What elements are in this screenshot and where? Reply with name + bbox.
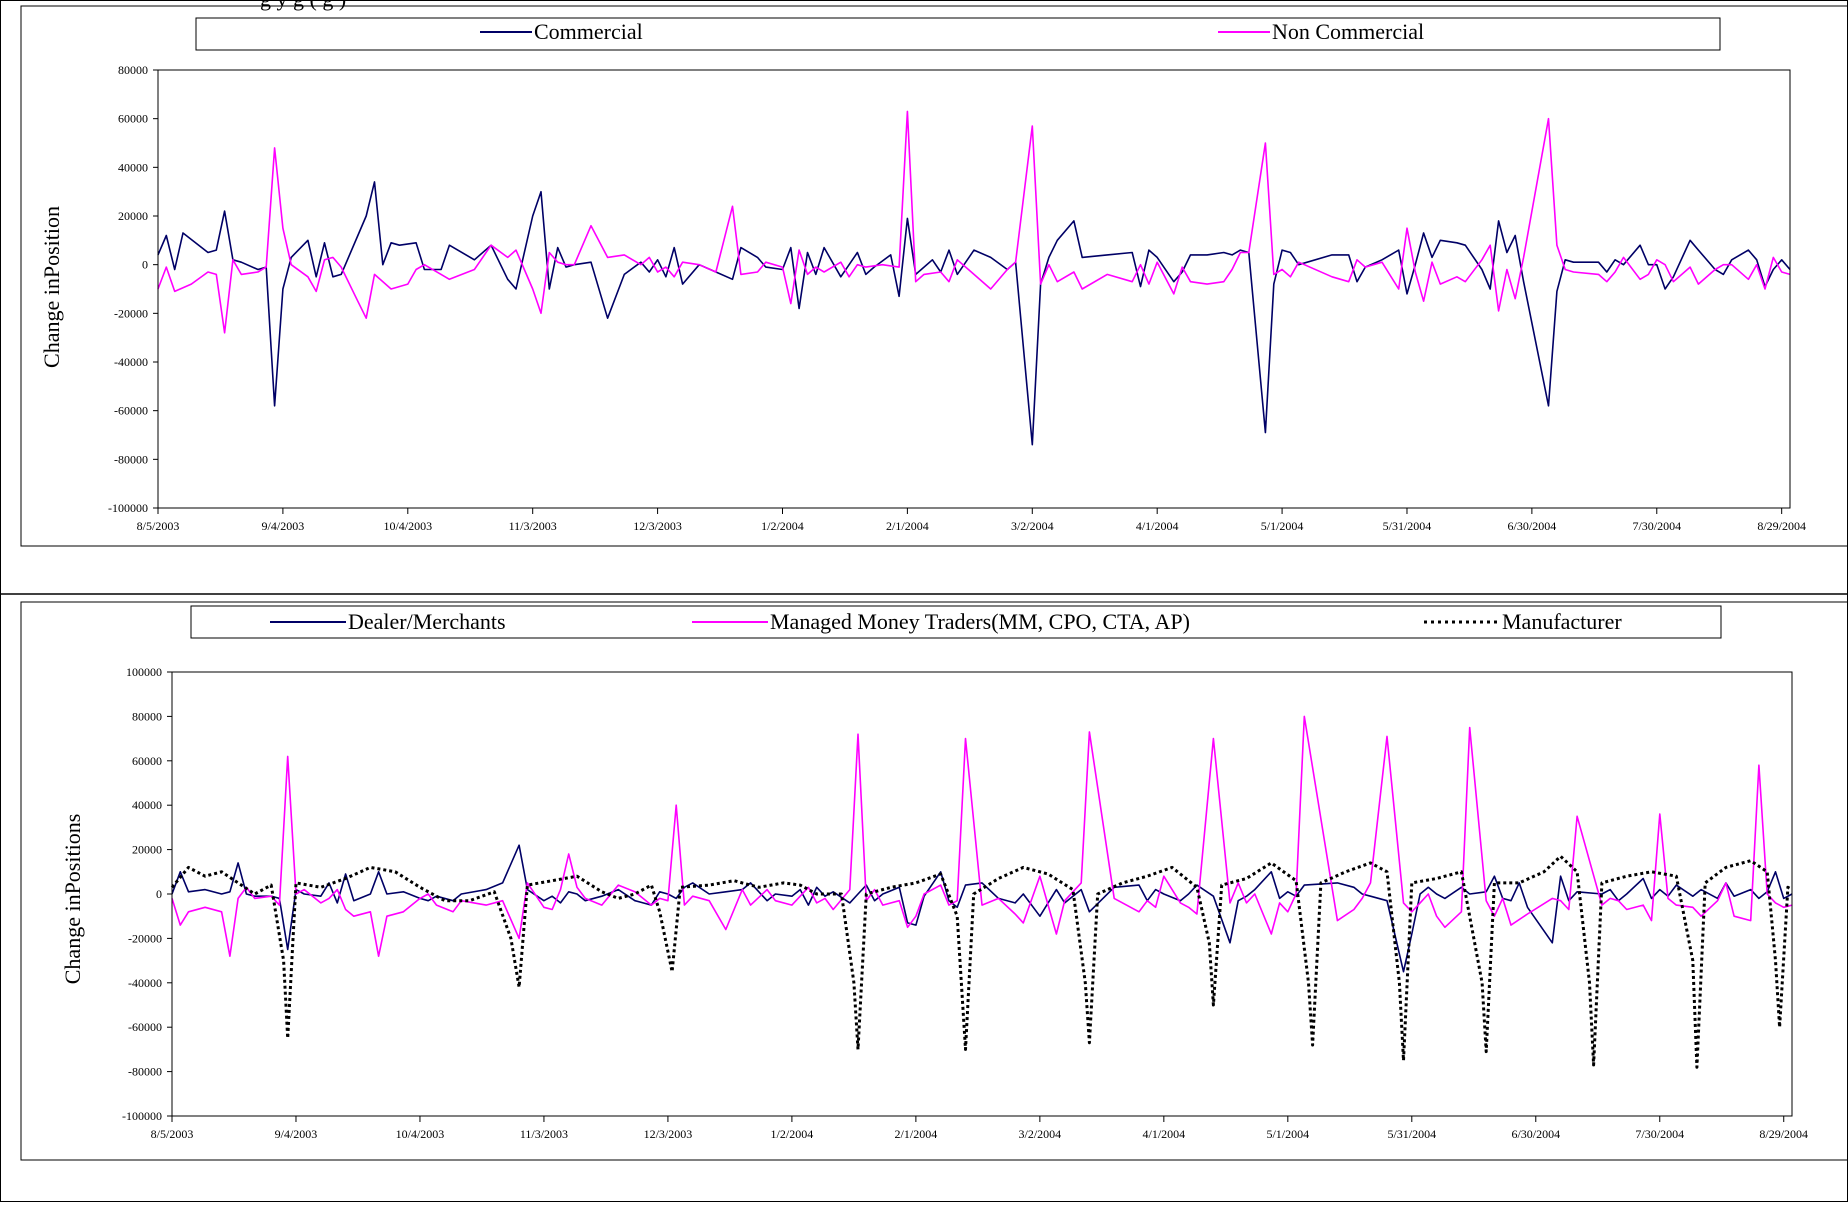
y-tick-label-1-1: 60000 [118, 112, 148, 126]
x-tick-label-2-5: 1/2/2004 [771, 1127, 814, 1141]
y-axis-title-1: Change inPosition [39, 206, 64, 368]
x-tick-label-2-13: 8/29/2004 [1759, 1127, 1808, 1141]
x-tick-label-1-7: 3/2/2004 [1011, 519, 1054, 533]
y-tick-label-2-3: 40000 [132, 798, 162, 812]
chart-dealer-managed-manufacturer: Dealer/Merchants Managed Money Traders(M… [20, 601, 1848, 1161]
x-tick-label-1-10: 5/31/2004 [1383, 519, 1432, 533]
x-tick-label-2-12: 7/30/2004 [1635, 1127, 1684, 1141]
x-tick-label-2-3: 11/3/2003 [520, 1127, 568, 1141]
x-tick-label-2-8: 4/1/2004 [1143, 1127, 1186, 1141]
x-tick-label-2-2: 10/4/2003 [396, 1127, 445, 1141]
y-tick-label-2-9: -80000 [128, 1065, 162, 1079]
chart-panel-commercial: g y g ( g ) Commercial Non Commercial Ch… [0, 0, 1848, 594]
series-line-dealer-merchants [171, 844, 1793, 973]
legend-label-managed-money: Managed Money Traders(MM, CPO, CTA, AP) [770, 609, 1190, 634]
legend-label-dealer: Dealer/Merchants [348, 609, 506, 634]
x-tick-label-1-5: 1/2/2004 [761, 519, 804, 533]
plot-area-2 [170, 715, 1793, 1069]
y-tick-label-1-5: -20000 [114, 306, 148, 320]
chart-2-plot-frame [171, 671, 1793, 1117]
y-tick-label-2-10: -100000 [122, 1109, 162, 1123]
y-axis-title-2: Change inPositions [60, 814, 85, 985]
series-line-managed-money-traders-mm-cpo-cta-ap [171, 715, 1793, 958]
y-tick-label-1-8: -80000 [114, 452, 148, 466]
x-tick-label-2-7: 3/2/2004 [1019, 1127, 1062, 1141]
series-line-commercial [157, 181, 1791, 446]
y-tick-label-2-6: -20000 [128, 931, 162, 945]
series-line-manufacturer [170, 854, 1793, 1069]
series-line-non-commercial [157, 110, 1791, 334]
x-axis-2: 8/5/2003 9/4/2003 10/4/2003 11/3/2003 12/3/2… [151, 1116, 1808, 1141]
y-tick-label-2-4: 20000 [132, 843, 162, 857]
x-tick-label-2-6: 2/1/2004 [895, 1127, 938, 1141]
plot-area-1 [157, 110, 1791, 446]
chart-commercial-noncommercial: g y g ( g ) Commercial Non Commercial Ch… [20, 0, 1848, 547]
chart-2-legend: Dealer/Merchants Managed Money Traders(M… [190, 605, 1722, 639]
legend-label-manufacturer: Manufacturer [1502, 609, 1622, 634]
chart-1-legend-box [195, 17, 1721, 51]
x-tick-label-2-4: 12/3/2003 [644, 1127, 693, 1141]
legend-label-commercial: Commercial [534, 19, 643, 44]
x-tick-label-2-1: 9/4/2003 [275, 1127, 318, 1141]
x-tick-label-1-3: 11/3/2003 [509, 519, 557, 533]
legend-label-non-commercial: Non Commercial [1272, 19, 1424, 44]
y-tick-label-2-2: 60000 [132, 754, 162, 768]
y-tick-label-2-0: 100000 [126, 665, 162, 679]
x-tick-label-1-13: 8/29/2004 [1757, 519, 1806, 533]
y-tick-label-1-3: 20000 [118, 209, 148, 223]
x-tick-label-1-11: 6/30/2004 [1508, 519, 1557, 533]
chart-1-legend: Commercial Non Commercial [195, 17, 1721, 51]
y-tick-label-1-2: 40000 [118, 160, 148, 174]
x-tick-label-1-0: 8/5/2003 [137, 519, 180, 533]
y-tick-label-2-8: -60000 [128, 1020, 162, 1034]
y-tick-label-2-7: -40000 [128, 976, 162, 990]
y-tick-label-1-7: -60000 [114, 404, 148, 418]
y-tick-label-2-1: 80000 [132, 709, 162, 723]
y-tick-label-1-4: 0 [142, 258, 148, 272]
x-tick-label-1-12: 7/30/2004 [1632, 519, 1681, 533]
chart-1-outer-frame [20, 5, 1848, 547]
y-axis-2: 100000 80000 60000 40000 20000 0 -20000 -40000 -… [122, 665, 172, 1123]
chart-1-plot-frame [157, 69, 1791, 509]
y-axis-1: 80000 60000 40000 20000 0 -20000 -40000 -60000 -… [108, 63, 158, 515]
chart-2-outer-frame [20, 601, 1848, 1161]
y-tick-label-1-9: -100000 [108, 501, 148, 515]
y-tick-label-1-6: -40000 [114, 355, 148, 369]
x-tick-label-1-6: 2/1/2004 [886, 519, 929, 533]
x-axis-1: 8/5/2003 9/4/2003 10/4/2003 11/3/2003 12/3/2… [137, 508, 1806, 533]
y-tick-label-1-0: 80000 [118, 63, 148, 77]
x-tick-label-1-1: 9/4/2003 [262, 519, 305, 533]
y-tick-label-2-5: 0 [156, 887, 162, 901]
x-tick-label-1-9: 5/1/2004 [1261, 519, 1304, 533]
chart-panel-dealer: Dealer/Merchants Managed Money Traders(M… [0, 594, 1848, 1202]
x-tick-label-1-2: 10/4/2003 [383, 519, 432, 533]
x-tick-label-2-0: 8/5/2003 [151, 1127, 194, 1141]
x-tick-label-1-4: 12/3/2003 [633, 519, 682, 533]
x-tick-label-2-9: 5/1/2004 [1266, 1127, 1309, 1141]
x-tick-label-2-11: 6/30/2004 [1511, 1127, 1560, 1141]
x-tick-label-2-10: 5/31/2004 [1387, 1127, 1436, 1141]
x-tick-label-1-8: 4/1/2004 [1136, 519, 1179, 533]
